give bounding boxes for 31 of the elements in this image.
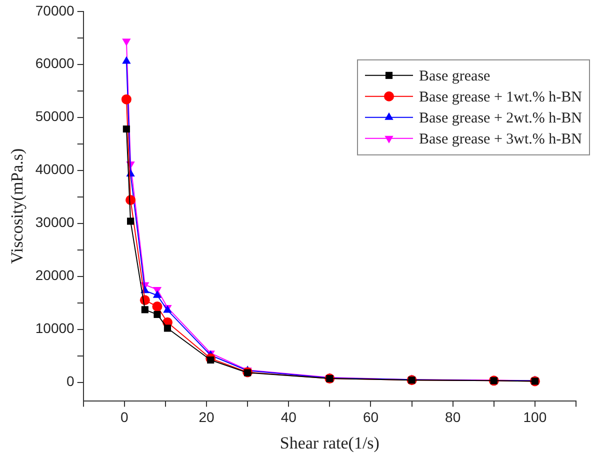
x-tick-label: 80 xyxy=(445,409,461,426)
point xyxy=(154,310,161,318)
legend-label: Base grease + 2wt.% h-BN xyxy=(419,110,582,126)
x-tick-label: 40 xyxy=(280,409,297,426)
y-tick-label: 20000 xyxy=(35,267,75,284)
x-tick-label: 0 xyxy=(120,409,128,426)
point xyxy=(122,125,130,133)
y-tick-label: 50000 xyxy=(35,108,75,124)
point xyxy=(164,324,172,332)
point xyxy=(152,301,162,312)
legend-label: Base grease + 3wt.% h-BN xyxy=(419,131,582,148)
point xyxy=(141,306,148,314)
point xyxy=(127,218,134,225)
y-tick-label: 10000 xyxy=(35,320,75,336)
y-tick-label: 30000 xyxy=(35,214,75,230)
x-tick-label: 20 xyxy=(198,409,214,426)
point xyxy=(121,94,132,104)
y-tick-label: 0 xyxy=(66,373,75,390)
y-axis-title: Viscosity(mPa.s) xyxy=(8,148,27,264)
point xyxy=(122,38,131,46)
y-tick-label: 40000 xyxy=(35,161,75,178)
point xyxy=(152,290,162,298)
point xyxy=(207,356,214,364)
x-tick-label: 60 xyxy=(362,409,379,426)
x-tick-label: 100 xyxy=(523,409,547,426)
legend-label: Base grease xyxy=(419,68,491,84)
point xyxy=(122,56,131,64)
y-tick-label: 70000 xyxy=(35,2,75,18)
y-tick-label: 60000 xyxy=(35,55,75,72)
x-axis-title: Shear rate(1/s) xyxy=(280,433,380,452)
legend-label: Base grease + 1wt.% h-BN xyxy=(419,89,582,106)
